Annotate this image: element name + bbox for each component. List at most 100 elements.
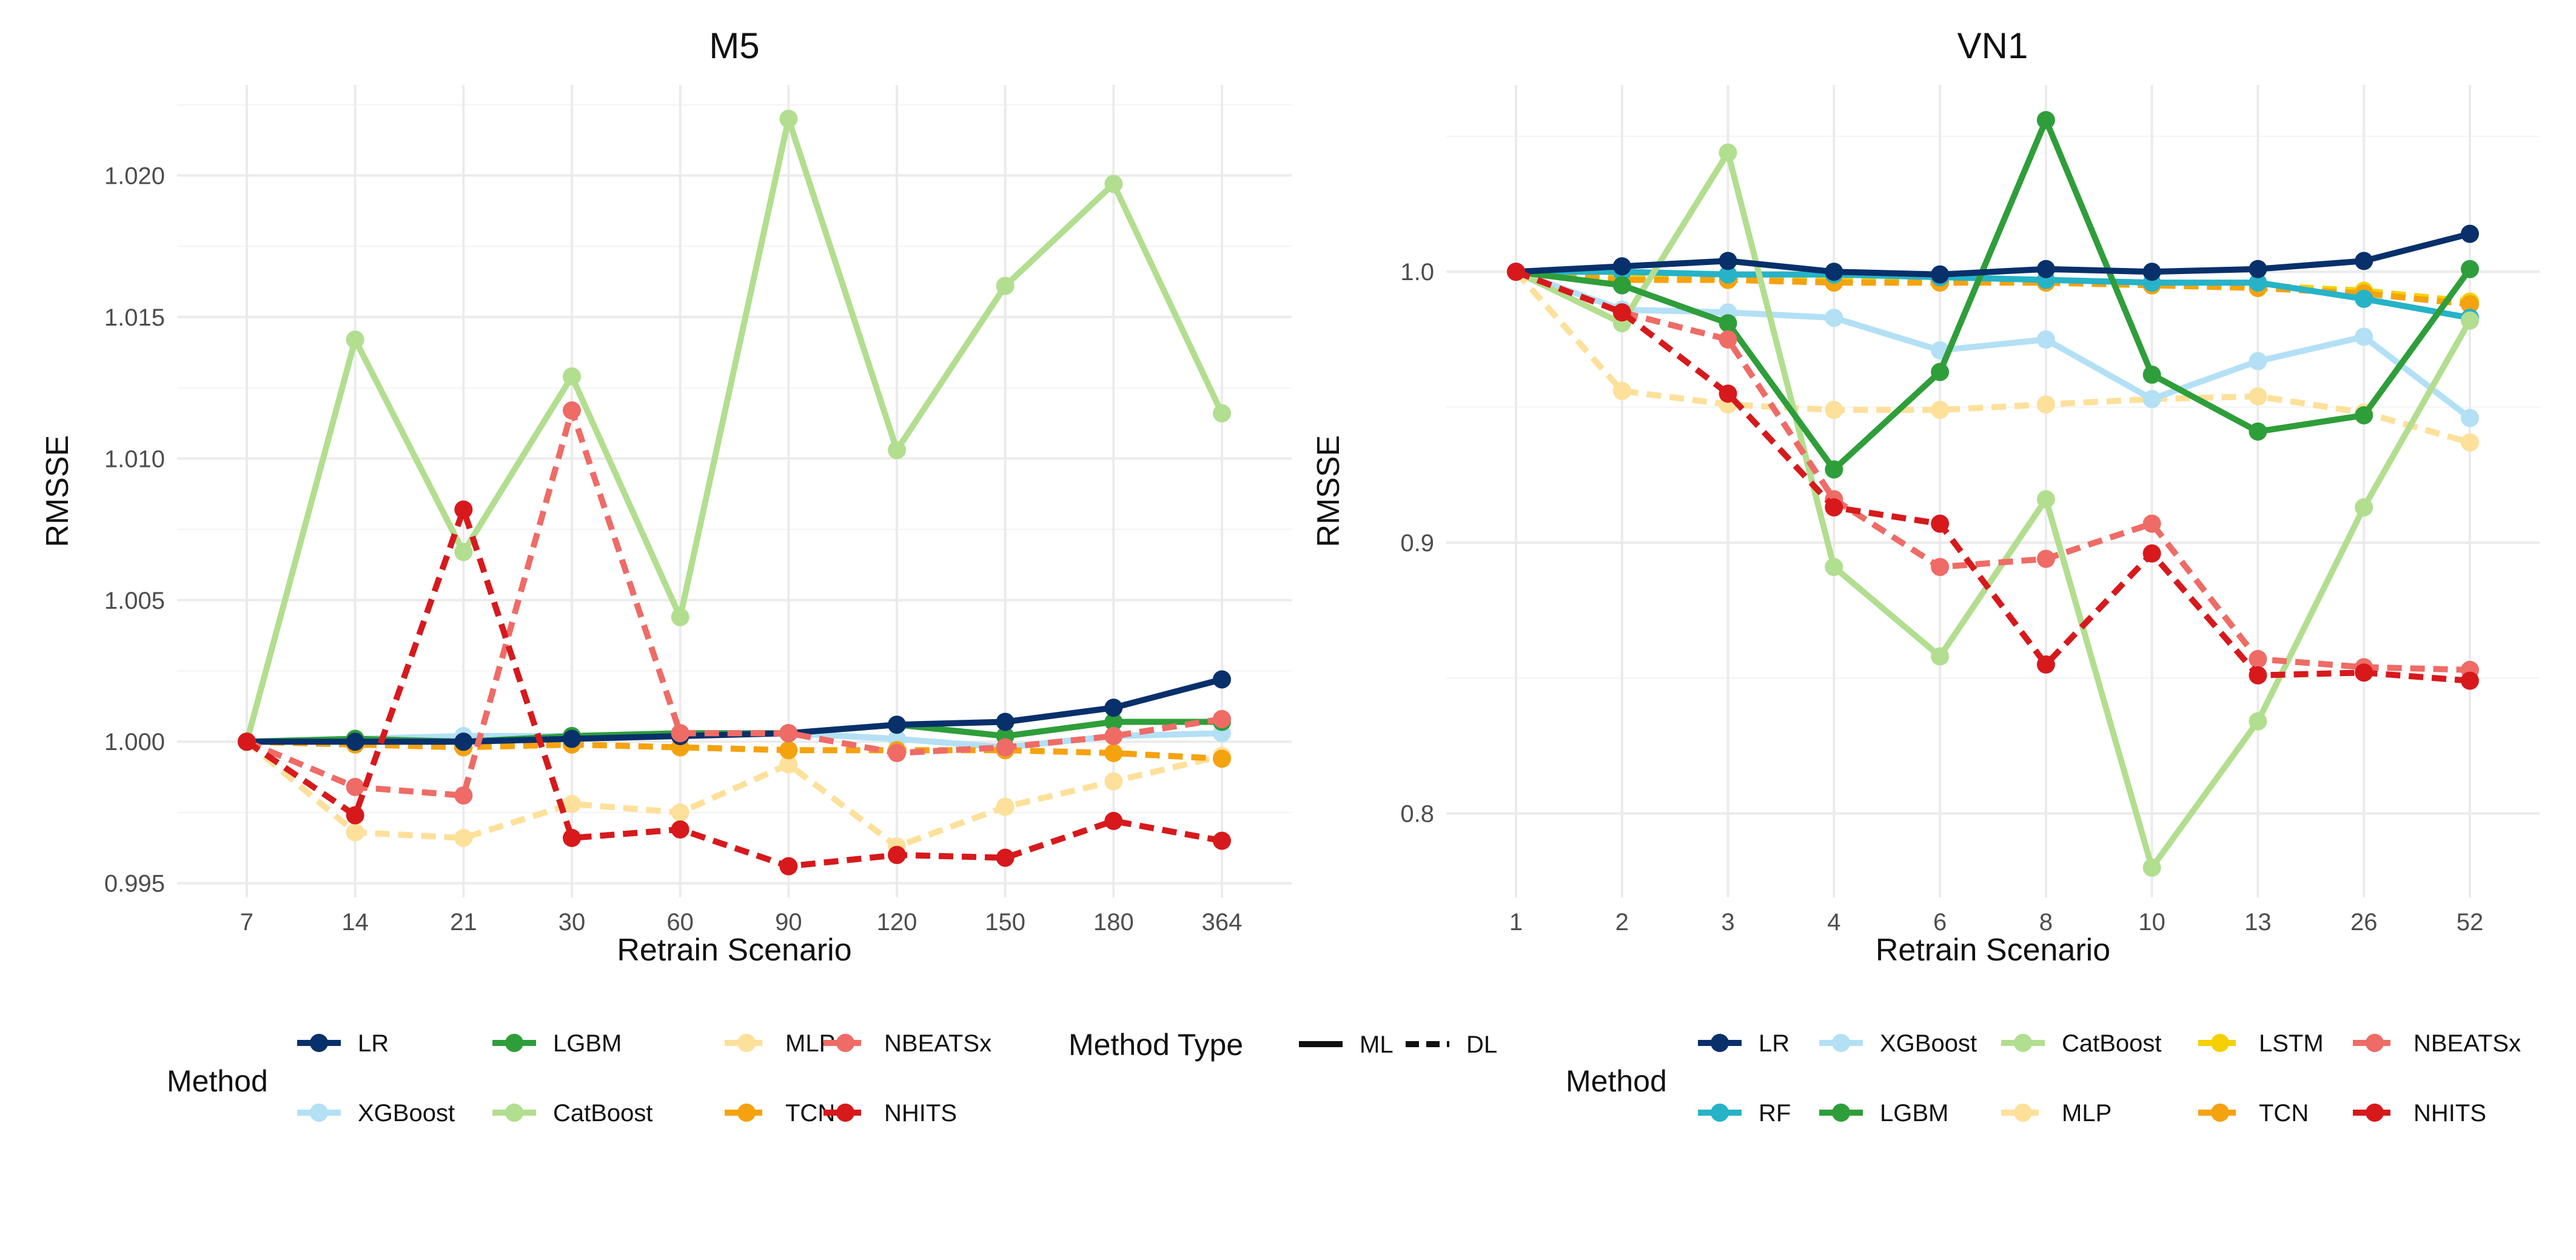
- data-point: [1719, 265, 1737, 284]
- legend-label: LSTM: [2259, 1030, 2324, 1057]
- legend-label: LGBM: [1880, 1100, 1948, 1127]
- data-point: [2249, 712, 2267, 731]
- data-point: [2355, 406, 2373, 424]
- x-tick-label: 14: [341, 909, 369, 936]
- legend-item-nbeatsx: NBEATSx: [823, 1030, 991, 1057]
- legend-key-point: [505, 1104, 523, 1122]
- series-line-lgbm: [1515, 117, 2473, 473]
- legend-title: Method: [1566, 1064, 1667, 1098]
- data-point: [454, 786, 473, 805]
- legend-key-point: [2211, 1104, 2229, 1122]
- data-point: [1719, 314, 1737, 333]
- data-point: [2142, 514, 2161, 533]
- y-tick-label: 1.020: [104, 163, 165, 189]
- data-point: [346, 732, 364, 751]
- legend-key-point: [2366, 1104, 2384, 1122]
- legend-key-point: [836, 1104, 854, 1122]
- chart-title: M5: [709, 25, 759, 66]
- data-point: [2461, 433, 2479, 452]
- x-tick-label: 2: [1615, 909, 1629, 936]
- legend-key-point: [2014, 1034, 2032, 1052]
- data-point: [1213, 670, 1231, 689]
- y-tick-label: 0.9: [1400, 530, 1434, 557]
- legend-item-lr: LR: [297, 1030, 389, 1057]
- data-point: [454, 500, 473, 519]
- data-point: [563, 794, 581, 813]
- legend-item-lr: LR: [1698, 1030, 1789, 1057]
- legend-key-point: [2014, 1104, 2032, 1122]
- y-axis-title: RMSSE: [40, 435, 75, 548]
- data-point: [1612, 303, 1631, 322]
- data-point: [1931, 514, 1950, 533]
- data-point: [1825, 558, 1843, 577]
- x-tick-label: 7: [240, 909, 253, 936]
- data-point: [454, 828, 473, 847]
- x-tick-label: 8: [2039, 909, 2053, 936]
- x-tick-label: 21: [450, 909, 477, 936]
- data-point: [1931, 558, 1950, 577]
- legend-label: LR: [1759, 1030, 1789, 1057]
- legend-method-vn1: Method LR XGBoost CatBoost LSTM NBEATSx RF LGBM…: [1566, 1030, 2521, 1127]
- legend-label: NBEATSx: [884, 1030, 991, 1057]
- x-tick-label: 3: [1721, 909, 1734, 936]
- legend-key-point: [1832, 1034, 1850, 1052]
- series-line-rf: [1516, 269, 2470, 321]
- chart-title: VN1: [1957, 25, 2028, 66]
- data-point: [454, 732, 473, 751]
- data-point: [1104, 743, 1123, 762]
- data-point: [2142, 858, 2161, 877]
- series-line-xgboost: [1515, 269, 2472, 421]
- legend-item-rf: RF: [1698, 1100, 1791, 1127]
- data-point: [671, 724, 689, 743]
- x-tick-label: 364: [1202, 909, 1243, 936]
- legend-item-lstm: LSTM: [2198, 1030, 2324, 1057]
- y-tick-label: 1.000: [104, 729, 165, 756]
- legend-label: LR: [358, 1030, 389, 1057]
- data-point: [2142, 390, 2161, 409]
- data-point: [671, 820, 689, 839]
- legend-label: DL: [1466, 1031, 1497, 1058]
- series-line-mlp: [244, 739, 1223, 849]
- data-point: [2249, 649, 2267, 668]
- data-point: [779, 741, 798, 760]
- legend-item-tcn: TCN: [2198, 1100, 2309, 1127]
- data-point: [2249, 260, 2267, 278]
- series-nhits: [1507, 263, 2479, 690]
- x-tick-label: 60: [666, 909, 694, 936]
- legend-label: NBEATSx: [2413, 1030, 2521, 1057]
- data-point: [2036, 260, 2055, 278]
- data-point: [2036, 330, 2055, 349]
- series-lr: [1507, 224, 2479, 284]
- data-point: [1825, 309, 1843, 327]
- legend-item-nbeatsx: NBEATSx: [2353, 1030, 2521, 1057]
- legend-key-point: [1711, 1104, 1729, 1122]
- x-tick-label: 6: [1933, 909, 1947, 936]
- legend-key-point: [737, 1034, 756, 1052]
- data-point: [1719, 143, 1737, 162]
- data-point: [563, 828, 581, 847]
- y-tick-label: 0.995: [104, 871, 165, 897]
- data-point: [996, 797, 1015, 816]
- data-point: [888, 441, 906, 460]
- data-point: [1612, 276, 1631, 295]
- legend-item-nhits: NHITS: [2353, 1100, 2486, 1127]
- x-axis-title: Retrain Scenario: [1876, 933, 2110, 968]
- data-point: [2142, 544, 2161, 563]
- y-tick-label: 1.005: [104, 588, 165, 614]
- data-point: [779, 755, 798, 774]
- data-point: [2036, 549, 2055, 568]
- legend-key-point: [1832, 1104, 1850, 1122]
- legend-label: NHITS: [884, 1100, 957, 1127]
- data-point: [2142, 263, 2161, 281]
- data-point: [1104, 772, 1123, 791]
- data-point: [2036, 490, 2055, 509]
- series-nhits: [238, 500, 1231, 876]
- x-tick-label: 150: [985, 909, 1025, 936]
- series-line-nbeatsx: [246, 407, 1223, 799]
- data-point: [2461, 224, 2479, 243]
- legend-title: Method Type: [1068, 1028, 1243, 1062]
- legend-type-dl: DL: [1406, 1031, 1497, 1058]
- legend-label: RF: [1759, 1100, 1791, 1127]
- y-tick-label: 0.8: [1400, 801, 1434, 828]
